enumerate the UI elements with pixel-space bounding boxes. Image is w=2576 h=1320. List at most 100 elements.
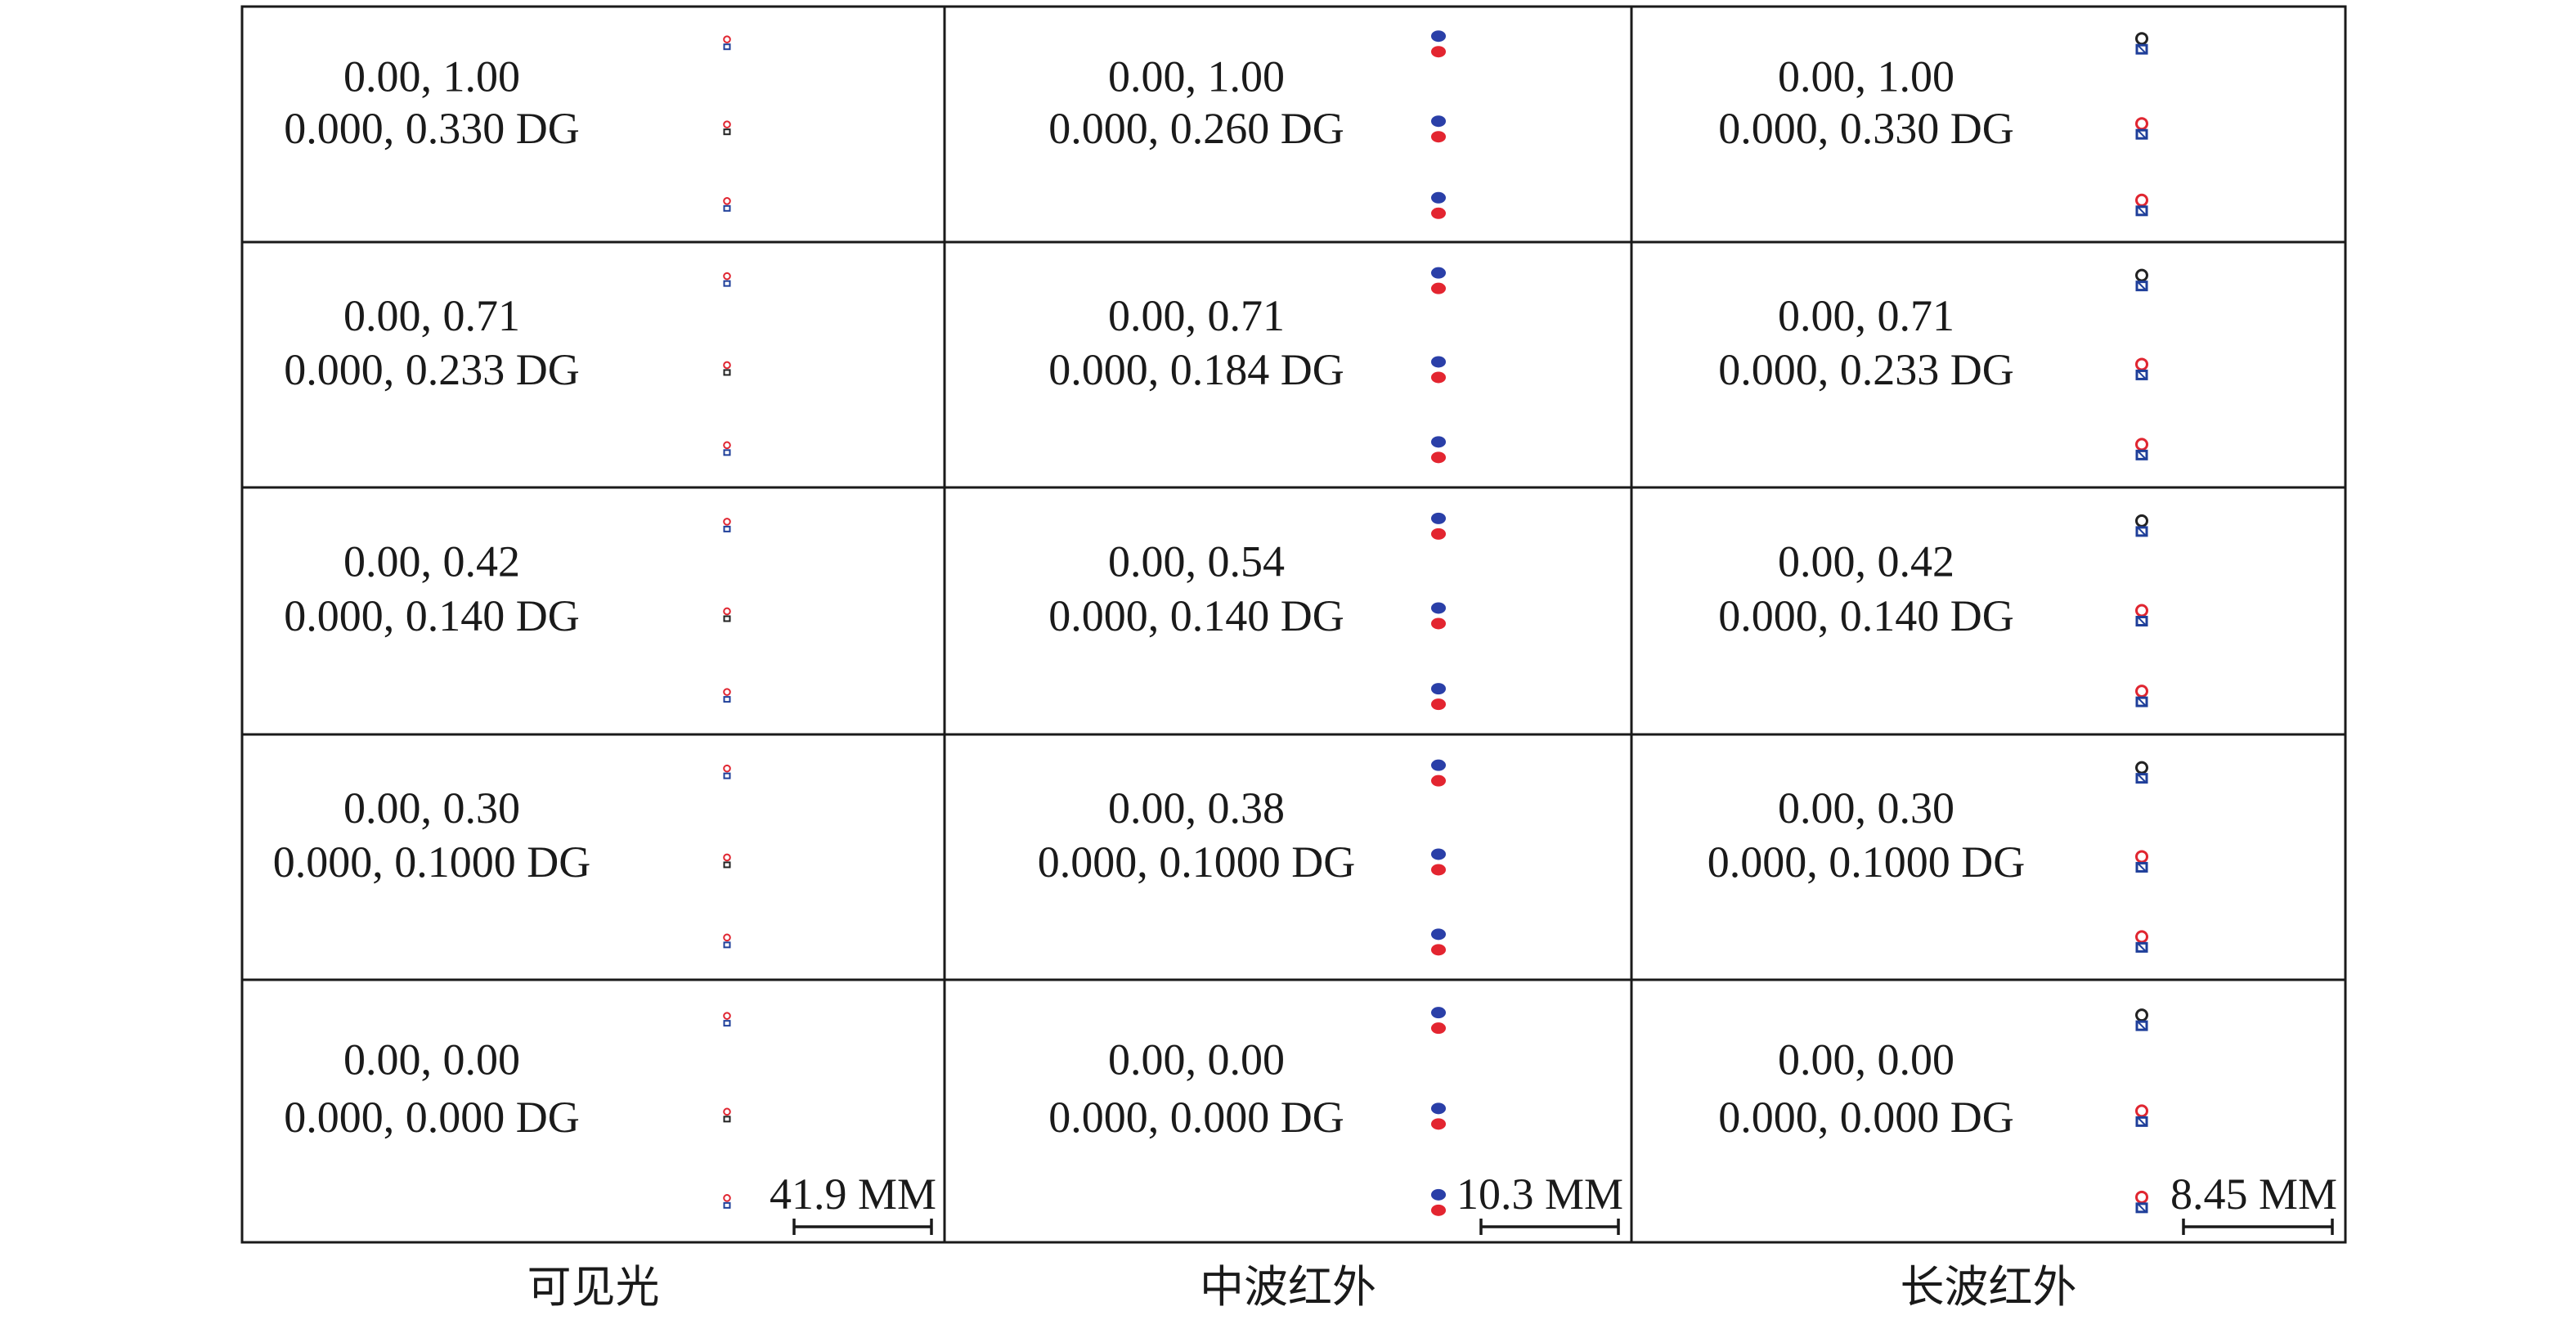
spot-blue: [1431, 356, 1446, 368]
field-coordinate: 0.00, 1.00: [343, 52, 520, 101]
table-border: [240, 5, 2347, 1244]
spot-red: [1431, 282, 1446, 294]
spot-blue: [1431, 1188, 1446, 1201]
spot-group: [1431, 928, 1446, 956]
spot-blue-cross: [2138, 698, 2146, 706]
spot-blue-cross: [2138, 451, 2146, 460]
spot-red: [1431, 371, 1446, 384]
spot-blue: [2135, 861, 2148, 873]
spot-group: [2135, 685, 2148, 707]
spot-red: [1431, 864, 1446, 876]
spot-blue: [723, 204, 731, 212]
spot-blue: [2135, 369, 2148, 380]
spot-red: [1431, 1118, 1446, 1130]
spot-blue: [1431, 602, 1446, 614]
spot-red: [1431, 698, 1446, 711]
spot-blue: [2135, 128, 2148, 140]
spot-group: [2135, 1008, 2148, 1031]
field-angle: 0.000, 0.000 DG: [1048, 1093, 1344, 1142]
spot-blue-cross: [2138, 130, 2146, 138]
spot-group: [2135, 604, 2148, 626]
spot-group: [723, 688, 731, 703]
spot-red: [723, 1107, 731, 1116]
spot-red: [723, 1194, 731, 1202]
field-angle: 0.000, 0.140 DG: [284, 591, 580, 640]
grid-layer: [240, 5, 2347, 1244]
field-angle: 0.000, 0.140 DG: [1048, 591, 1344, 640]
field-angle: 0.000, 0.233 DG: [1718, 345, 2014, 394]
field-coordinate: 0.00, 0.42: [343, 537, 520, 586]
field-angle: 0.000, 0.1000 DG: [273, 837, 591, 887]
spot-blue-cross: [2138, 207, 2146, 215]
spot-red: [723, 688, 731, 696]
spot-blue: [1431, 759, 1446, 771]
spot-black: [723, 369, 731, 376]
spot-group: [1431, 191, 1446, 219]
scale-label: 8.45 MM: [2170, 1170, 2337, 1219]
spot-red: [723, 361, 731, 370]
spot-blue: [1431, 267, 1446, 279]
spot-group: [2135, 1104, 2148, 1127]
spot-black: [723, 1116, 731, 1123]
field-coordinate: 0.00, 1.00: [1108, 52, 1285, 101]
spot-red: [1431, 774, 1446, 787]
spot-group: [1431, 115, 1446, 143]
spot-group: [1431, 683, 1446, 711]
spot-group: [1431, 1007, 1446, 1035]
spot-group: [2135, 117, 2148, 140]
spot-blue: [1431, 30, 1446, 43]
spot-red: [723, 607, 731, 616]
spot-blue: [723, 449, 731, 456]
spot-group: [2135, 32, 2148, 55]
spot-group: [2135, 268, 2148, 292]
spot-red: [723, 518, 731, 526]
field-coordinate: 0.00, 0.71: [343, 291, 520, 340]
spot-group: [723, 853, 731, 869]
field-coordinate: 0.00, 0.30: [343, 783, 520, 833]
spot-group: [1431, 512, 1446, 540]
spot-group: [1431, 436, 1446, 464]
scale-label: 41.9 MM: [770, 1170, 936, 1219]
spot-blue: [723, 772, 731, 779]
field-angle: 0.000, 0.000 DG: [1718, 1093, 2014, 1142]
spot-blue: [723, 1020, 731, 1027]
spot-blue-cross: [2138, 774, 2146, 783]
field-coordinate: 0.00, 0.00: [1778, 1035, 1954, 1084]
field-angle: 0.000, 0.233 DG: [284, 345, 580, 394]
spot-group: [723, 518, 731, 532]
field-coordinate: 0.00, 0.00: [1108, 1035, 1285, 1084]
spot-blue: [1431, 1102, 1446, 1115]
spot-red: [723, 197, 731, 205]
spot-blue: [723, 1201, 731, 1209]
spot-blue: [2135, 1116, 2148, 1127]
field-angle: 0.000, 0.1000 DG: [1038, 837, 1356, 887]
spot-group: [723, 35, 731, 51]
spot-group: [1431, 30, 1446, 58]
spot-blue-cross: [2138, 370, 2146, 379]
field-angle: 0.000, 0.1000 DG: [1708, 837, 2026, 887]
spot-group: [723, 1012, 731, 1027]
spot-red: [1431, 1022, 1446, 1035]
spot-red: [1431, 944, 1446, 956]
spot-group: [2135, 850, 2148, 873]
column-label: 长波红外: [1901, 1261, 2077, 1313]
spot-blue: [2135, 1202, 2148, 1214]
text-layer: 0.00, 1.000.000, 0.330 DG0.00, 0.710.000…: [273, 52, 2337, 1313]
spot-red: [1431, 46, 1446, 58]
spot-blue: [1431, 928, 1446, 941]
spot-blue: [1431, 683, 1446, 695]
field-angle: 0.000, 0.000 DG: [284, 1093, 580, 1142]
spot-group: [2135, 761, 2148, 784]
spot-group: [723, 120, 731, 136]
spot-red: [1431, 451, 1446, 464]
field-coordinate: 0.00, 0.00: [343, 1035, 520, 1084]
spot-group: [723, 361, 731, 376]
spot-group: [1431, 356, 1446, 384]
spot-blue: [723, 696, 731, 703]
spot-red: [723, 272, 731, 281]
spot-red: [1431, 1204, 1446, 1216]
spot-group: [723, 764, 731, 779]
spot-blue-cross: [2138, 943, 2146, 952]
spot-red: [723, 933, 731, 942]
field-coordinate: 0.00, 1.00: [1778, 52, 1954, 101]
